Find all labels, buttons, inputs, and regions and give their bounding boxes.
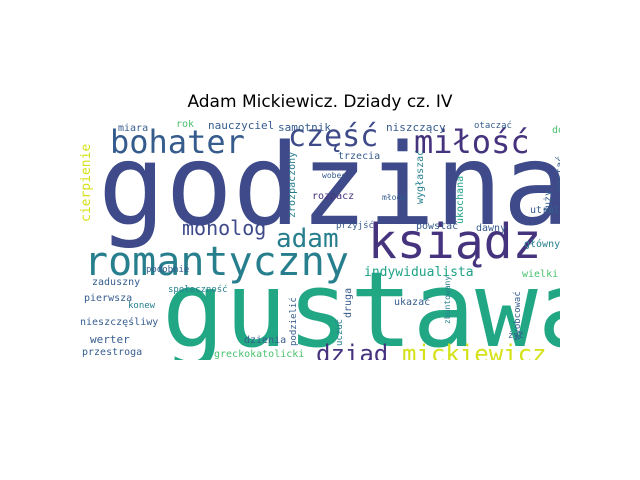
word-monolog: monolog xyxy=(182,216,267,240)
word-greckokatolicki: greckokatolicki xyxy=(214,349,305,360)
word-romantyczny: romantyczny xyxy=(84,239,349,285)
word-zaduszny: zaduszny xyxy=(92,277,141,288)
chart-title: Adam Mickiewicz. Dziady cz. IV xyxy=(187,92,453,112)
word-utrata: utrata xyxy=(530,205,560,216)
word-podobnie: podobnie xyxy=(146,265,190,275)
word-dawny: dawny xyxy=(476,223,507,234)
word-dzienia: dzienia xyxy=(244,335,287,346)
word-cierpienie: cierpienie xyxy=(80,143,94,222)
word-nauczyciel: nauczyciel xyxy=(208,120,275,132)
word-pierwsza: pierwsza xyxy=(84,293,133,304)
word-podzielic: podzielić xyxy=(289,297,299,346)
word-mickiewicz: mickiewicz xyxy=(402,340,547,360)
word-werter: werter xyxy=(90,333,130,346)
word-rok: rok xyxy=(176,120,195,130)
word-otaczac: otaczać xyxy=(474,121,512,131)
word-indywidualista: indywidualista xyxy=(364,265,474,280)
word-dom: dom xyxy=(552,125,560,136)
word-zyc: żyć xyxy=(508,331,525,341)
word-mlode: młode xyxy=(382,193,407,202)
word-samotnik: samotnik xyxy=(278,121,331,134)
word-druga: druga xyxy=(343,287,354,318)
word-konew: konew xyxy=(128,301,156,311)
word-trzecia: trzecia xyxy=(338,151,381,162)
word-nieszczesliwy: nieszczęśliwy xyxy=(80,317,159,328)
word-milosc: miłość xyxy=(414,123,530,161)
word-niszczacy: niszczący xyxy=(386,121,446,134)
word-zrozpaczony: zrozpaczony xyxy=(287,151,298,218)
word-zbuntowany: zbuntowany xyxy=(443,275,452,324)
word-czesc: część xyxy=(288,120,379,154)
word-rozpacz: rozpacz xyxy=(312,191,355,202)
word-glowny: główny xyxy=(524,239,560,250)
word-ukazac: ukazać xyxy=(394,297,431,308)
word-adam: adam xyxy=(276,224,339,254)
word-wobec: wobec xyxy=(322,171,347,180)
word-przestroga: przestroga xyxy=(82,347,143,358)
word-miara: miara xyxy=(118,123,149,134)
word-bohater: bohater xyxy=(110,123,245,161)
word-spolecznosc: społeczność xyxy=(168,285,228,295)
word-powstac: powstać xyxy=(416,221,459,232)
word-przyjsc: przyjść xyxy=(336,221,374,231)
word-uczuc: uczuć xyxy=(335,318,345,346)
word-ksiadz: ksiądz xyxy=(368,214,542,270)
word-ukochana: ukochana xyxy=(455,175,466,224)
word-cloud: godzina gustawa ksiądz romantyczny bohat… xyxy=(80,120,560,360)
word-wielki: wielki xyxy=(522,269,559,280)
word-zostac: zostać xyxy=(555,155,560,192)
word-dziad: dziad xyxy=(316,340,389,360)
word-gustawa: gustawa xyxy=(162,249,560,360)
word-godzina: godzina xyxy=(98,121,560,251)
word-wyglaszac: wygłaszać xyxy=(415,149,426,204)
